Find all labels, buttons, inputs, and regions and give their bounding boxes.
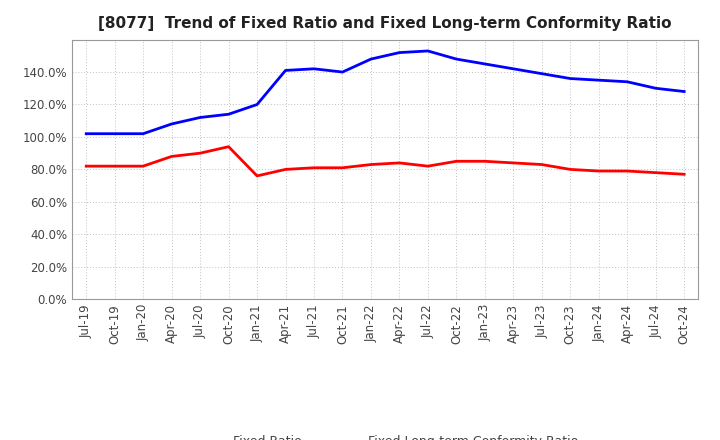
- Fixed Long-term Conformity Ratio: [595, 169, 603, 174]
- Fixed Ratio: [110, 131, 119, 136]
- Fixed Ratio: [652, 86, 660, 91]
- Fixed Long-term Conformity Ratio: [310, 165, 318, 170]
- Fixed Long-term Conformity Ratio: [282, 167, 290, 172]
- Fixed Ratio: [623, 79, 631, 84]
- Fixed Long-term Conformity Ratio: [395, 160, 404, 165]
- Fixed Long-term Conformity Ratio: [537, 162, 546, 167]
- Fixed Long-term Conformity Ratio: [139, 164, 148, 169]
- Fixed Ratio: [196, 115, 204, 120]
- Fixed Long-term Conformity Ratio: [480, 159, 489, 164]
- Fixed Ratio: [537, 71, 546, 76]
- Fixed Ratio: [253, 102, 261, 107]
- Fixed Long-term Conformity Ratio: [167, 154, 176, 159]
- Fixed Ratio: [680, 89, 688, 94]
- Fixed Long-term Conformity Ratio: [423, 164, 432, 169]
- Fixed Ratio: [595, 77, 603, 83]
- Fixed Long-term Conformity Ratio: [225, 144, 233, 149]
- Fixed Ratio: [82, 131, 91, 136]
- Fixed Long-term Conformity Ratio: [82, 164, 91, 169]
- Legend: Fixed Ratio, Fixed Long-term Conformity Ratio: Fixed Ratio, Fixed Long-term Conformity …: [187, 430, 583, 440]
- Fixed Long-term Conformity Ratio: [366, 162, 375, 167]
- Line: Fixed Ratio: Fixed Ratio: [86, 51, 684, 134]
- Fixed Ratio: [452, 56, 461, 62]
- Fixed Long-term Conformity Ratio: [509, 160, 518, 165]
- Fixed Ratio: [480, 61, 489, 66]
- Fixed Ratio: [139, 131, 148, 136]
- Fixed Ratio: [395, 50, 404, 55]
- Fixed Ratio: [423, 48, 432, 54]
- Fixed Long-term Conformity Ratio: [652, 170, 660, 175]
- Fixed Long-term Conformity Ratio: [110, 164, 119, 169]
- Fixed Ratio: [366, 56, 375, 62]
- Fixed Ratio: [282, 68, 290, 73]
- Fixed Long-term Conformity Ratio: [623, 169, 631, 174]
- Fixed Long-term Conformity Ratio: [566, 167, 575, 172]
- Title: [8077]  Trend of Fixed Ratio and Fixed Long-term Conformity Ratio: [8077] Trend of Fixed Ratio and Fixed Lo…: [99, 16, 672, 32]
- Fixed Long-term Conformity Ratio: [680, 172, 688, 177]
- Fixed Ratio: [338, 70, 347, 75]
- Fixed Ratio: [310, 66, 318, 71]
- Fixed Long-term Conformity Ratio: [196, 150, 204, 156]
- Fixed Long-term Conformity Ratio: [452, 159, 461, 164]
- Line: Fixed Long-term Conformity Ratio: Fixed Long-term Conformity Ratio: [86, 147, 684, 176]
- Fixed Long-term Conformity Ratio: [253, 173, 261, 179]
- Fixed Ratio: [167, 121, 176, 127]
- Fixed Ratio: [225, 112, 233, 117]
- Fixed Long-term Conformity Ratio: [338, 165, 347, 170]
- Fixed Ratio: [509, 66, 518, 71]
- Fixed Ratio: [566, 76, 575, 81]
